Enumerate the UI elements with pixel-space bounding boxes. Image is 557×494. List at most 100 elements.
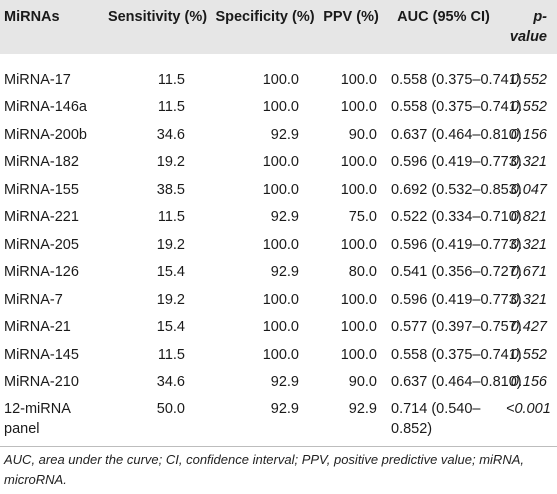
cell-specificity: 92.9 — [270, 126, 299, 143]
cell-ppv: 100.0 — [340, 181, 377, 198]
cell-ppv: 100.0 — [340, 71, 377, 88]
cell-auc: 0.637 (0.464–0.810) — [391, 374, 522, 391]
cell-p-value: 0.321 — [510, 154, 547, 171]
cell-auc: 0.558 (0.375–0.741) — [391, 346, 522, 363]
cell-sensitivity: 11.5 — [157, 346, 185, 363]
cell-p-value: 0.552 — [510, 99, 547, 116]
cell-ppv: 90.0 — [348, 126, 377, 143]
cell-ppv: 92.9 — [348, 401, 377, 417]
cell-auc: 0.596 (0.419–0.773) — [391, 154, 522, 171]
cell-specificity: 100.0 — [262, 291, 299, 308]
cell-ppv: 100.0 — [340, 236, 377, 253]
table-row: MiRNA-221 11.5 92.9 75.0 0.522 (0.334–0.710)… — [0, 204, 557, 232]
header-sensitivity: Sensitivity (%) — [107, 9, 208, 25]
cell-mirna-name: MiRNA-126 — [4, 264, 79, 281]
header-auc: AUC (95% CI) — [397, 9, 490, 25]
cell-sensitivity: 11.5 — [157, 99, 185, 116]
cell-auc: 0.637 (0.464–0.810) — [391, 126, 522, 143]
cell-auc: 0.577 (0.397–0.757) — [391, 319, 522, 336]
cell-ppv: 100.0 — [340, 319, 377, 336]
cell-specificity: 100.0 — [262, 99, 299, 116]
table-bottom-rule — [0, 446, 557, 447]
cell-ppv: 100.0 — [340, 99, 377, 116]
cell-specificity: 100.0 — [262, 346, 299, 363]
table-row: MiRNA-126 15.4 92.9 80.0 0.541 (0.356–0.727)… — [0, 259, 557, 287]
table-row: MiRNA-200b 34.6 92.9 90.0 0.637 (0.464–0.810… — [0, 121, 557, 149]
cell-sensitivity: 34.6 — [156, 126, 185, 143]
cell-p-value: 0.156 — [510, 374, 547, 391]
table-row: MiRNA-7 19.2 100.0 100.0 0.596 (0.419–0.773)… — [0, 286, 557, 314]
cell-specificity: 100.0 — [262, 319, 299, 336]
cell-ppv: 100.0 — [340, 291, 377, 308]
table-row: MiRNA-155 38.5 100.0 100.0 0.692 (0.532–0.85… — [0, 176, 557, 204]
cell-p-value: 0.047 — [510, 181, 547, 198]
cell-auc: 0.692 (0.532–0.853) — [391, 181, 522, 198]
table-body: MiRNA-17 11.5 100.0 100.0 0.558 (0.375–0.741… — [0, 54, 557, 444]
cell-mirna-name: MiRNA-221 — [4, 209, 79, 226]
cell-mirna-name: MiRNA-7 — [4, 291, 63, 308]
cell-auc: 0.596 (0.419–0.773) — [391, 291, 522, 308]
cell-p-value: 0.321 — [510, 236, 547, 253]
cell-sensitivity: 19.2 — [156, 154, 185, 171]
cell-mirna-name: MiRNA-145 — [4, 346, 79, 363]
cell-ppv: 75.0 — [348, 209, 377, 226]
table-row: MiRNA-182 19.2 100.0 100.0 0.596 (0.419–0.77… — [0, 149, 557, 177]
table-row: MiRNA-205 19.2 100.0 100.0 0.596 (0.419–0.77… — [0, 231, 557, 259]
table-row: 12-miRNA panel 50.0 92.9 92.9 0.714 (0.540–0… — [0, 396, 557, 444]
table-footnote: AUC, area under the curve; CI, confidenc… — [4, 452, 524, 487]
cell-p-value: 0.552 — [510, 346, 547, 363]
cell-sensitivity: 15.4 — [156, 264, 185, 281]
cell-p-value: 0.671 — [510, 264, 547, 281]
cell-sensitivity: 11.5 — [157, 71, 185, 88]
cell-specificity: 92.9 — [270, 209, 299, 226]
header-row: MiRNAs Sensitivity (%) Specificity (%) P… — [0, 0, 557, 54]
cell-auc: 0.558 (0.375–0.741) — [391, 99, 522, 116]
cell-mirna-name: 12-miRNA panel — [4, 401, 71, 437]
table-row: MiRNA-17 11.5 100.0 100.0 0.558 (0.375–0.741… — [0, 66, 557, 94]
cell-p-value: 0.156 — [510, 126, 547, 143]
cell-mirna-name: MiRNA-17 — [4, 71, 71, 88]
cell-mirna-name: MiRNA-200b — [4, 126, 87, 143]
cell-sensitivity: 11.5 — [157, 209, 185, 226]
cell-auc: 0.522 (0.334–0.710) — [391, 209, 522, 226]
cell-p-value: 0.427 — [510, 319, 547, 336]
table-row: MiRNA-210 34.6 92.9 90.0 0.637 (0.464–0.810)… — [0, 369, 557, 397]
cell-specificity: 92.9 — [270, 401, 299, 417]
header-mirnas: MiRNAs — [4, 9, 60, 25]
cell-mirna-name: MiRNA-155 — [4, 181, 79, 198]
cell-specificity: 92.9 — [270, 374, 299, 391]
cell-mirna-name: MiRNA-146a — [4, 99, 87, 116]
cell-auc: 0.558 (0.375–0.741) — [391, 71, 522, 88]
cell-ppv: 100.0 — [340, 154, 377, 171]
cell-sensitivity: 19.2 — [156, 236, 185, 253]
cell-mirna-name: MiRNA-182 — [4, 154, 79, 171]
cell-p-value: <0.001 — [506, 401, 551, 417]
table-header: MiRNAs Sensitivity (%) Specificity (%) P… — [0, 0, 557, 54]
cell-specificity: 92.9 — [270, 264, 299, 281]
cell-mirna-name: MiRNA-21 — [4, 319, 71, 336]
header-p-value: p-value — [509, 9, 547, 45]
cell-auc: 0.714 (0.540–0.852) — [391, 401, 481, 437]
cell-specificity: 100.0 — [262, 154, 299, 171]
cell-p-value: 0.321 — [510, 291, 547, 308]
cell-mirna-name: MiRNA-205 — [4, 236, 79, 253]
header-ppv: PPV (%) — [323, 9, 379, 25]
cell-specificity: 100.0 — [262, 236, 299, 253]
cell-sensitivity: 34.6 — [156, 374, 185, 391]
header-specificity: Specificity (%) — [215, 9, 315, 25]
table-row: MiRNA-146a 11.5 100.0 100.0 0.558 (0.375–0.7… — [0, 94, 557, 122]
mirna-performance-table: MiRNAs Sensitivity (%) Specificity (%) P… — [0, 0, 557, 444]
spacer-row — [0, 54, 557, 66]
cell-ppv: 80.0 — [348, 264, 377, 281]
table-row: MiRNA-21 15.4 100.0 100.0 0.577 (0.397–0.757… — [0, 314, 557, 342]
cell-p-value: 0.821 — [510, 209, 547, 226]
cell-sensitivity: 19.2 — [156, 291, 185, 308]
cell-mirna-name: MiRNA-210 — [4, 374, 79, 391]
cell-sensitivity: 50.0 — [156, 401, 185, 417]
cell-ppv: 100.0 — [340, 346, 377, 363]
cell-auc: 0.596 (0.419–0.773) — [391, 236, 522, 253]
cell-p-value: 0.552 — [510, 71, 547, 88]
cell-ppv: 90.0 — [348, 374, 377, 391]
cell-specificity: 100.0 — [262, 71, 299, 88]
